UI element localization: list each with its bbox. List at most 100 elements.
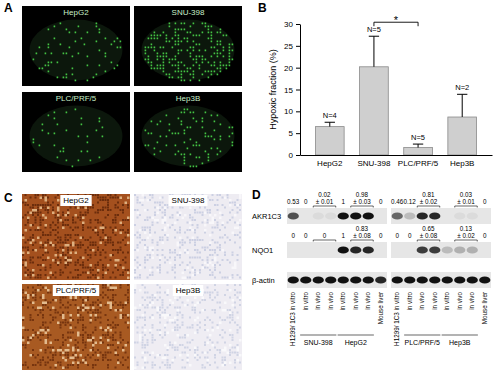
band xyxy=(300,276,311,283)
tick: SNU-398 xyxy=(357,159,390,168)
quantification: 0.98 xyxy=(356,191,369,198)
lane-bracket xyxy=(455,206,478,208)
stain-texture xyxy=(22,284,129,369)
lane-label: in vivo xyxy=(352,292,359,310)
sample-size: N=4 xyxy=(323,111,337,120)
quantification: 0.53 xyxy=(287,198,300,205)
sample-size: N=2 xyxy=(455,83,469,92)
band xyxy=(442,212,453,219)
image-background xyxy=(134,284,242,370)
group-line xyxy=(338,335,374,336)
tick-label: 5 xyxy=(289,129,294,138)
tick-mark xyxy=(296,155,300,156)
quantification: 0 xyxy=(408,232,412,239)
hypoxia-stain xyxy=(33,23,122,82)
lane-bracket xyxy=(313,206,336,208)
tick-label: SNU-398 xyxy=(357,159,390,168)
band xyxy=(338,276,349,283)
fluorescence-image: SNU-398 xyxy=(134,6,242,86)
hypoxia-stain xyxy=(145,109,234,168)
band xyxy=(442,246,453,253)
y-axis: 051015202530 xyxy=(284,20,300,160)
stain-texture xyxy=(22,194,129,279)
tick-mark xyxy=(296,46,300,47)
lane-label: Mouse liver xyxy=(481,292,488,324)
bar xyxy=(360,67,389,155)
tick-label: HepG2 xyxy=(317,159,343,168)
panel-label: B xyxy=(258,1,267,15)
lane-label: H1299/ 1C3 in vitro xyxy=(289,292,296,346)
image-label: HepG2 xyxy=(63,196,89,205)
panel-label: A xyxy=(4,1,13,15)
quantification: 0.12 xyxy=(404,198,417,205)
quantification: 0 xyxy=(483,232,487,239)
band xyxy=(288,246,299,253)
tick-label: 25 xyxy=(284,42,293,51)
lane-label: in vivo xyxy=(468,292,475,310)
x-axis: HepG2SNU-398PLC/PRF/5Hep3B xyxy=(301,156,493,168)
band xyxy=(454,276,465,283)
lane-label: in vivo xyxy=(314,292,321,310)
quantification: 0 xyxy=(304,198,308,205)
quantification: ± 0.01 xyxy=(457,198,475,205)
band xyxy=(288,276,299,283)
tick-mark xyxy=(296,24,300,25)
band xyxy=(417,212,428,219)
blot-strip xyxy=(287,272,387,288)
group-label: Hep3B xyxy=(449,339,471,347)
panel-label: C xyxy=(4,191,13,205)
tick-label: Hep3B xyxy=(450,159,474,168)
band xyxy=(325,212,336,219)
blot-strip xyxy=(391,242,491,258)
ihc-image: SNU-398 xyxy=(134,194,242,280)
band xyxy=(479,212,490,219)
quantification: 0 xyxy=(323,232,327,239)
bar xyxy=(404,148,433,155)
band xyxy=(429,276,440,283)
band xyxy=(338,246,349,253)
western-blot: 0.5300.02± 0.0110.98± 0.03000010.83± 0.0… xyxy=(287,191,387,347)
bar xyxy=(448,117,477,155)
ihc-image: HepG2 xyxy=(22,194,130,280)
band xyxy=(467,276,478,283)
band xyxy=(375,276,386,283)
image-label: PLC/PRF/5 xyxy=(56,286,97,295)
stain-texture-light xyxy=(134,194,242,279)
error-bar xyxy=(457,94,467,117)
quantification: 0.13 xyxy=(460,225,473,232)
group-line xyxy=(442,335,478,336)
band xyxy=(392,212,403,219)
lane-label: in vitro xyxy=(406,292,413,311)
hypoxia-stain xyxy=(145,23,234,82)
band xyxy=(417,246,428,253)
fluorescence-image: HepG2 xyxy=(22,6,130,86)
lane-label: in vivo xyxy=(456,292,463,310)
tick: 20 xyxy=(284,64,300,73)
quantification: 0 xyxy=(291,232,295,239)
band xyxy=(300,212,311,219)
image-label: HepG2 xyxy=(63,8,89,17)
band xyxy=(350,246,361,253)
axis-line xyxy=(300,25,301,156)
label-box xyxy=(60,195,91,206)
band xyxy=(429,246,440,253)
image-background xyxy=(134,6,242,86)
row-label: NQO1 xyxy=(252,246,273,255)
blot-strip xyxy=(287,208,387,224)
image-background xyxy=(22,284,130,370)
tick-mark xyxy=(296,68,300,69)
tick: HepG2 xyxy=(317,159,343,168)
lane-label: in vitro xyxy=(443,292,450,311)
quantification: 1 xyxy=(341,232,345,239)
tick-label: 15 xyxy=(284,86,293,95)
quantification: 0.03 xyxy=(460,191,473,198)
image-background xyxy=(134,194,242,280)
band xyxy=(375,212,386,219)
label-box xyxy=(173,285,203,296)
western-blot: 0.460.120.81± 0.020.03± 0.010000.65± 0.0… xyxy=(391,191,491,347)
sample-size: N=5 xyxy=(411,133,425,142)
group-label: HepG2 xyxy=(345,339,367,347)
row-label: AKR1C3 xyxy=(252,212,281,221)
group-line xyxy=(300,335,336,336)
figure: ABCDHepG2SNU-398PLC/PRF/5Hep3BHepG2SNU-3… xyxy=(0,0,500,372)
